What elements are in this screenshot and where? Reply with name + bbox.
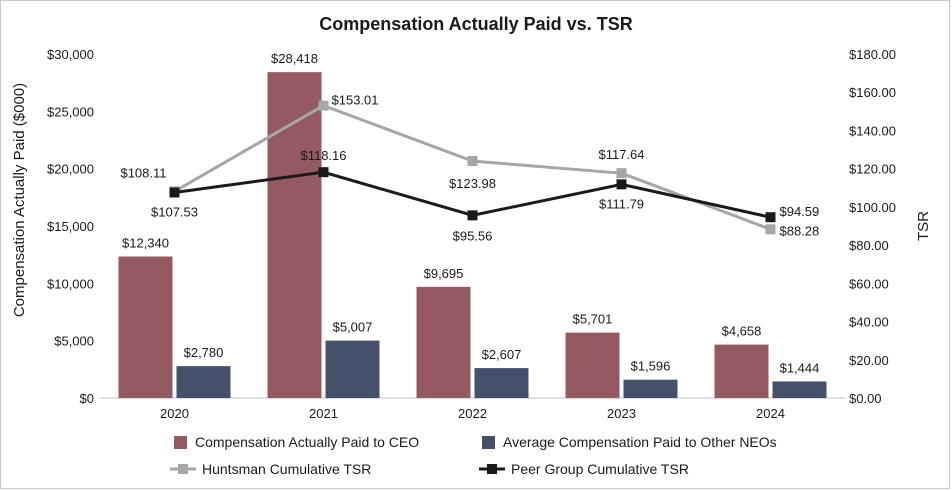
neo-comp-bar-label: $2,780 (184, 345, 224, 360)
y-left-tick-label: $25,000 (47, 104, 94, 119)
y-left-tick-label: $20,000 (47, 162, 94, 177)
chart-title: Compensation Actually Paid vs. TSR (319, 14, 632, 34)
neo-comp-bar-label: $5,007 (333, 320, 373, 335)
peer-tsr-label: $95.56 (453, 228, 493, 243)
huntsman-tsr-label: $117.64 (598, 147, 644, 162)
huntsman-tsr-label: $88.28 (780, 223, 820, 238)
neo-comp-bar (325, 340, 380, 398)
y-left-tick-label: $0 (80, 391, 94, 406)
legend-item-huntsman-tsr: Huntsman Cumulative TSR (170, 461, 371, 477)
y-right-tick-label: $0.00 (849, 391, 882, 406)
neo-comp-bar-label: $1,444 (780, 360, 820, 375)
y-right-tick-label: $180.00 (849, 47, 896, 62)
legend-label-other-neos: Average Compensation Paid to Other NEOs (503, 434, 777, 450)
y-left-tick-label: $30,000 (47, 47, 94, 62)
y-left-tick-label: $10,000 (47, 276, 94, 291)
y-left-axis: $0 $5,000 $10,000 $15,000 $20,000 $25,000 $30,… (47, 47, 94, 406)
y-right-tick-label: $120.00 (849, 162, 896, 177)
x-tick-label: 2022 (458, 406, 487, 421)
peer-tsr-marker (467, 210, 478, 221)
huntsman-tsr-marker (765, 224, 776, 235)
huntsman-tsr-marker (318, 100, 329, 111)
peer-tsr-marker (169, 187, 180, 198)
y-right-tick-label: $160.00 (849, 85, 896, 100)
legend-label-ceo: Compensation Actually Paid to CEO (195, 434, 419, 450)
legend-label-peer-tsr: Peer Group Cumulative TSR (511, 461, 689, 477)
bar-series (118, 72, 827, 399)
x-tick-label: 2024 (756, 406, 785, 421)
neo-comp-bar-label: $1,596 (631, 359, 671, 374)
y-right-tick-label: $140.00 (849, 123, 896, 138)
huntsman-tsr-label: $123.98 (449, 176, 496, 191)
peer-tsr-marker (765, 212, 776, 223)
ceo-comp-bar-label: $4,658 (722, 324, 762, 339)
y-right-tick-label: $80.00 (849, 238, 889, 253)
y-left-tick-label: $5,000 (54, 334, 94, 349)
ceo-comp-bar (714, 344, 769, 398)
neo-comp-bar-label: $2,607 (482, 347, 522, 362)
line-data-labels: $108.11 $153.01 $123.98 $117.64 $88.28 $107.5… (120, 93, 819, 244)
legend-swatch-other-neos (482, 436, 495, 449)
y-left-axis-title: Compensation Actually Paid ($000) (11, 83, 28, 317)
legend-marker-peer-tsr (487, 464, 497, 474)
x-tick-label: 2020 (160, 406, 189, 421)
legend-item-peer-tsr: Peer Group Cumulative TSR (479, 461, 689, 477)
ceo-comp-bar (416, 286, 471, 398)
x-axis: 2020 2021 2022 2023 2024 (160, 406, 785, 421)
neo-comp-bar (176, 366, 231, 398)
x-tick-label: 2021 (309, 406, 338, 421)
legend-marker-huntsman-tsr (178, 464, 188, 474)
y-right-axis-title: TSR (915, 211, 932, 241)
huntsman-tsr-marker (467, 156, 478, 167)
y-right-tick-label: $60.00 (849, 276, 889, 291)
huntsman-tsr-marker (616, 168, 627, 179)
neo-comp-bar (623, 379, 678, 398)
neo-comp-bar (772, 381, 827, 398)
y-right-tick-label: $100.00 (849, 200, 896, 215)
peer-tsr-label: $111.79 (599, 196, 644, 211)
ceo-comp-bar-label: $5,701 (573, 312, 613, 327)
peer-tsr-label: $107.53 (151, 204, 198, 219)
neo-comp-bar (474, 368, 529, 398)
huntsman-tsr-label: $108.11 (120, 165, 166, 180)
peer-tsr-marker (616, 179, 627, 190)
ceo-comp-bar (118, 256, 173, 398)
y-right-tick-label: $20.00 (849, 353, 889, 368)
peer-tsr-label: $118.16 (300, 148, 346, 163)
legend: Compensation Actually Paid to CEO Averag… (170, 434, 777, 477)
x-tick-label: 2023 (607, 406, 636, 421)
line-series (169, 100, 776, 235)
y-right-axis: $0.00 $20.00 $40.00 $60.00 $80.00 $100.00 $120… (849, 47, 896, 406)
peer-tsr-label: $94.59 (780, 204, 820, 219)
legend-label-huntsman-tsr: Huntsman Cumulative TSR (202, 461, 371, 477)
ceo-comp-bar-label: $28,418 (271, 51, 318, 66)
ceo-comp-bar-label: $9,695 (424, 266, 464, 281)
y-right-tick-label: $40.00 (849, 315, 889, 330)
ceo-comp-bar (565, 332, 620, 398)
bar-data-labels: $12,340 $28,418 $9,695 $5,701 $4,658 $2,780 $5… (122, 51, 819, 375)
legend-item-ceo: Compensation Actually Paid to CEO (174, 434, 419, 450)
ceo-comp-bar (267, 72, 322, 399)
ceo-comp-bar-label: $12,340 (122, 236, 169, 251)
huntsman-tsr-label: $153.01 (332, 93, 379, 108)
peer-tsr-marker (318, 167, 329, 178)
legend-item-other-neos: Average Compensation Paid to Other NEOs (482, 434, 777, 450)
legend-swatch-ceo (174, 436, 187, 449)
y-left-tick-label: $15,000 (47, 219, 94, 234)
